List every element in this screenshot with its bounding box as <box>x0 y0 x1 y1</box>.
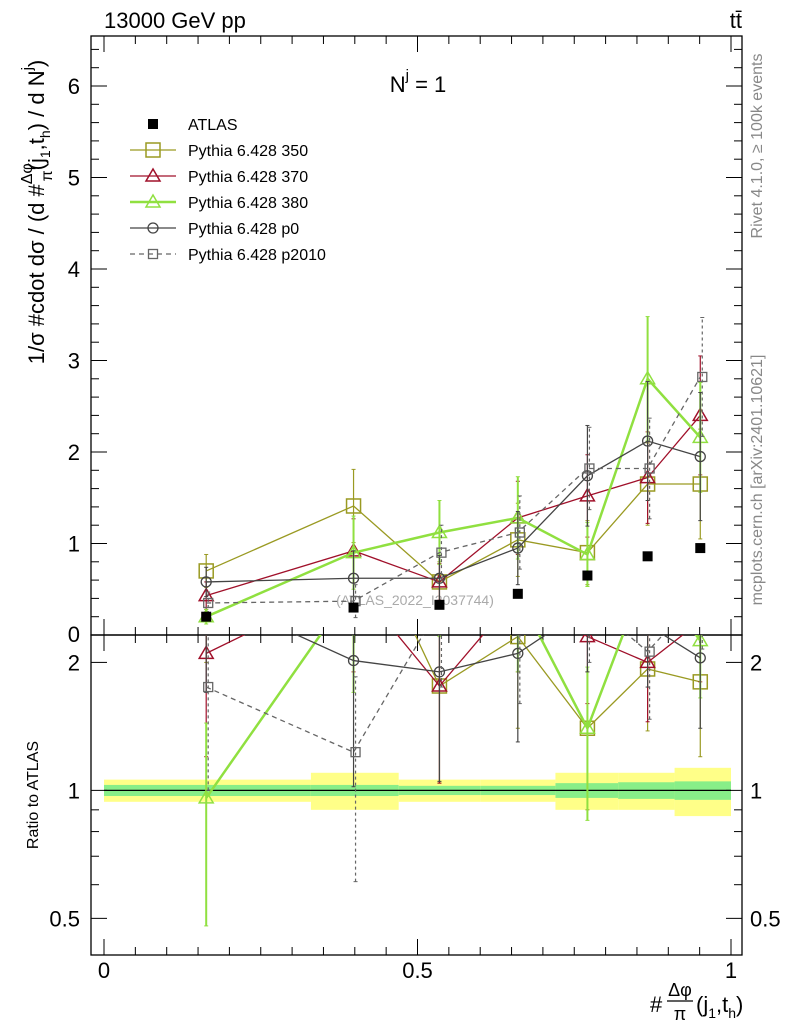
legend-label: ATLAS <box>188 117 238 134</box>
ratio-p2010-line <box>205 635 664 753</box>
legend-label: Pythia 6.428 p0 <box>188 221 299 238</box>
mc-p2010-point <box>697 371 708 383</box>
mc-350-point <box>345 498 362 514</box>
mc-p2010-point <box>203 597 214 609</box>
ratio-p2010-point <box>644 646 655 657</box>
mc-p2010-point <box>514 527 525 538</box>
ratio-tick-label-right: 2 <box>750 650 762 675</box>
legend: ATLAS Pythia 6.428 350 Pythia 6.428 370 Pyt… <box>130 117 326 264</box>
mc-p0-point <box>347 572 360 584</box>
ratio-tick-label-right: 0.5 <box>750 906 781 931</box>
mc-p0-point <box>433 572 446 584</box>
mc-350-line <box>205 483 701 583</box>
legend-marker <box>145 142 161 158</box>
ratio-tick-label: 1 <box>68 778 80 803</box>
axis-ticks: 1 2 3 4 5 6 0 0 0.5 1 0.5 0.5 1 1 2 2 <box>49 36 781 983</box>
mc-p0-line <box>206 440 701 583</box>
ratio-p0-point <box>643 620 653 630</box>
mc-p0-point <box>694 450 706 463</box>
ratio-p0-point <box>582 602 592 612</box>
mc-370-point <box>197 587 215 602</box>
ratio-p0-point <box>512 647 524 660</box>
ratio-tick-label-right: 1 <box>750 778 762 803</box>
x-tick-label: 0.5 <box>402 958 433 983</box>
y-tick-label: 2 <box>68 440 80 465</box>
atlas-data-point <box>642 551 653 562</box>
y-tick-label-zero: 0 <box>68 622 80 647</box>
legend-marker <box>144 193 162 208</box>
atlas-data-point <box>201 611 212 622</box>
mc-p2010-point <box>436 547 447 558</box>
y-axis-label: 1/σ #cdot dσ / (d #Δφ π(j1,th) / d Nj) <box>19 60 56 365</box>
y-tick-label: 3 <box>68 349 80 374</box>
ratio-p0-point <box>433 666 446 678</box>
ratio-p0-point <box>694 652 706 664</box>
x-tick-label: 1 <box>725 958 737 983</box>
svg-text:1/σ #cdot dσ / (d #Δφπ(j1,th): 1/σ #cdot dσ / (d #Δφ π(j1,th) / d Nj) <box>19 60 56 365</box>
analysis-watermark: (ATLAS_2022_I2037744) <box>336 592 494 608</box>
ratio-axis-label: Ratio to ATLAS <box>25 741 42 849</box>
x-axis-label: # Δφ π (j1,th) <box>650 980 743 1024</box>
ratio-380-point <box>641 563 655 575</box>
mc-380-point <box>431 524 448 539</box>
ratio-p2010-point <box>585 596 594 605</box>
svg-text:Δφ: Δφ <box>668 980 692 1000</box>
main-panel-series <box>197 316 709 625</box>
ratio-p2010-point <box>698 589 707 598</box>
mc-p2010-point <box>644 463 655 474</box>
ratio-p2010-point <box>203 681 214 693</box>
legend-label: Pythia 6.428 p2010 <box>188 247 326 264</box>
atlas-data-point <box>695 543 706 554</box>
legend-marker <box>144 167 162 182</box>
x-tick-label: 0 <box>98 958 110 983</box>
mc-p0-point <box>200 576 212 588</box>
atlas-data-point <box>582 570 593 581</box>
uncertainty-bands <box>104 767 731 817</box>
mc-p0-point <box>581 470 594 482</box>
ratio-380-point <box>197 789 215 804</box>
svg-text:#: # <box>650 992 663 1017</box>
mc-380-line <box>205 376 702 618</box>
y-tick-label: 1 <box>68 532 80 557</box>
header-right: tt̄ <box>730 8 742 33</box>
ratio-p0-point <box>347 654 360 667</box>
y-tick-label: 5 <box>68 166 80 191</box>
ratio-tick-label: 0.5 <box>49 906 80 931</box>
svg-text:π: π <box>674 1004 686 1024</box>
mcplots-label: mcplots.cern.ch [arXiv:2401.10621] <box>749 355 766 606</box>
atlas-data-point <box>348 602 359 613</box>
mc-p2010-point <box>584 463 595 474</box>
ratio-p2010-point <box>515 617 524 626</box>
atlas-data-point <box>512 588 523 599</box>
mc-p0-point <box>512 542 524 554</box>
y-tick-label: 6 <box>68 74 80 99</box>
ratio-tick-label: 2 <box>68 650 80 675</box>
svg-text:(j1,th): (j1,th) <box>696 992 743 1021</box>
panel-title: Nj = 1 <box>390 67 447 97</box>
legend-marker <box>148 119 158 129</box>
mc-p2010-line <box>206 376 701 604</box>
ratio-p2010-point <box>350 747 361 758</box>
legend-label: Pythia 6.428 380 <box>188 195 308 212</box>
header-left: 13000 GeV pp <box>104 8 246 33</box>
y-tick-label: 4 <box>68 257 80 282</box>
legend-label: Pythia 6.428 370 <box>188 169 308 186</box>
ratio-370-point <box>693 614 707 626</box>
ratio-panel-series <box>197 563 709 927</box>
legend-marker <box>147 222 159 234</box>
legend-label: Pythia 6.428 350 <box>188 143 308 160</box>
legend-marker <box>147 248 159 260</box>
rivet-label: Rivet 4.1.0, ≥ 100k events <box>749 54 766 239</box>
ratio-380-point <box>579 719 596 735</box>
atlas-data-point <box>434 599 445 610</box>
ratio-plot-frame <box>90 634 743 956</box>
mc-380-point <box>579 545 596 561</box>
mc-p0-point <box>641 435 654 447</box>
